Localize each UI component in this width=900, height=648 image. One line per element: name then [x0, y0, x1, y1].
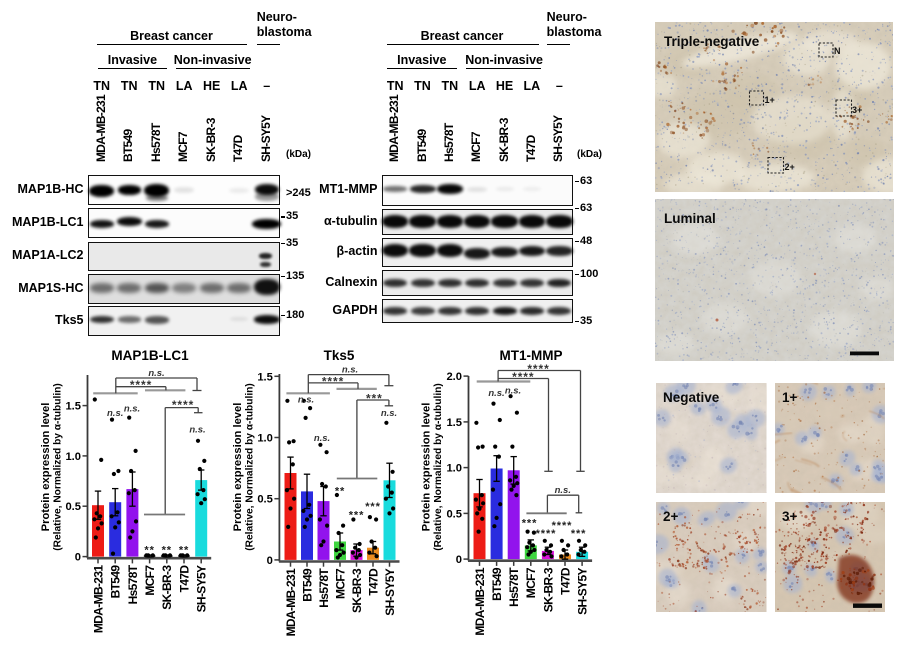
- svg-text:MT1-MMP: MT1-MMP: [500, 348, 563, 363]
- svg-text:MAP1B-LC1: MAP1B-LC1: [111, 348, 189, 363]
- svg-text:Tks5: Tks5: [324, 348, 355, 363]
- svg-text:MCF7: MCF7: [333, 568, 347, 599]
- svg-text:SK-BR-3: SK-BR-3: [160, 565, 174, 610]
- svg-text:0: 0: [456, 554, 462, 566]
- svg-text:n.s.: n.s.: [298, 395, 314, 406]
- svg-text:0.5: 0.5: [257, 494, 273, 506]
- svg-text:T47D: T47D: [558, 567, 572, 595]
- svg-text:n.s.: n.s.: [314, 433, 330, 444]
- svg-text:1.0: 1.0: [65, 451, 81, 463]
- svg-text:MDA-MB-231: MDA-MB-231: [91, 565, 105, 633]
- svg-text:0: 0: [267, 555, 273, 567]
- svg-text:0.5: 0.5: [446, 508, 462, 520]
- svg-text:Hs578T: Hs578T: [126, 564, 140, 604]
- svg-text:(Relative, Normalized by α-tub: (Relative, Normalized by α-tubulin): [433, 383, 444, 551]
- svg-text:n.s.: n.s.: [342, 365, 358, 376]
- svg-text:***: ***: [571, 528, 587, 540]
- svg-text:BT549: BT549: [490, 567, 504, 601]
- svg-text:Protein expression level: Protein expression level: [40, 403, 52, 532]
- svg-text:Protein expression level: Protein expression level: [421, 403, 433, 532]
- svg-text:SH-SY5Y: SH-SY5Y: [576, 567, 590, 614]
- svg-text:MCF7: MCF7: [143, 565, 157, 596]
- svg-text:n.s.: n.s.: [124, 404, 140, 415]
- svg-text:****: ****: [512, 370, 534, 384]
- svg-text:n.s.: n.s.: [505, 386, 521, 397]
- svg-text:0: 0: [75, 552, 81, 564]
- svg-text:1.0: 1.0: [446, 463, 462, 475]
- svg-text:**: **: [144, 545, 154, 557]
- svg-text:****: ****: [552, 520, 573, 532]
- svg-text:***: ***: [365, 501, 381, 513]
- svg-text:3+: 3+: [852, 105, 862, 115]
- svg-text:**: **: [179, 545, 189, 557]
- svg-text:n.s.: n.s.: [555, 485, 571, 496]
- svg-text:Protein expression level: Protein expression level: [232, 403, 244, 532]
- svg-text:1+: 1+: [782, 390, 798, 405]
- svg-text:****: ****: [172, 398, 194, 412]
- svg-text:SH-SY5Y: SH-SY5Y: [383, 568, 397, 615]
- svg-text:1.0: 1.0: [257, 433, 273, 445]
- svg-text:MDA-MB-231: MDA-MB-231: [473, 567, 487, 635]
- svg-text:n.s.: n.s.: [488, 388, 504, 399]
- svg-text:****: ****: [536, 528, 557, 540]
- svg-text:MDA-MB-231: MDA-MB-231: [284, 568, 298, 636]
- svg-text:****: ****: [527, 362, 549, 376]
- svg-text:2+: 2+: [663, 509, 679, 524]
- svg-text:**: **: [335, 486, 345, 498]
- svg-text:SK-BR-3: SK-BR-3: [541, 567, 555, 612]
- svg-text:Hs578T: Hs578T: [317, 568, 331, 608]
- svg-text:Luminal: Luminal: [664, 211, 716, 226]
- svg-text:T47D: T47D: [366, 568, 380, 596]
- svg-text:1+: 1+: [765, 95, 775, 105]
- svg-text:n.s.: n.s.: [381, 408, 397, 419]
- svg-text:****: ****: [130, 378, 152, 392]
- svg-text:3+: 3+: [782, 509, 798, 524]
- svg-text:SH-SY5Y: SH-SY5Y: [195, 565, 209, 612]
- svg-text:BT549: BT549: [109, 565, 123, 599]
- svg-text:MCF7: MCF7: [524, 567, 538, 598]
- svg-text:1.5: 1.5: [65, 401, 81, 413]
- svg-text:SK-BR-3: SK-BR-3: [350, 568, 364, 613]
- svg-text:Hs578T: Hs578T: [507, 567, 521, 607]
- svg-text:(Relative, Normalized by α-tub: (Relative, Normalized by α-tubulin): [245, 383, 256, 551]
- svg-text:***: ***: [366, 392, 383, 406]
- svg-text:N: N: [834, 46, 841, 56]
- svg-text:2+: 2+: [785, 162, 795, 172]
- svg-text:0.5: 0.5: [65, 501, 81, 513]
- svg-text:n.s.: n.s.: [107, 408, 123, 419]
- svg-text:Negative: Negative: [663, 390, 720, 405]
- svg-text:***: ***: [522, 518, 538, 530]
- svg-text:1.5: 1.5: [446, 417, 462, 429]
- svg-text:1.5: 1.5: [257, 371, 273, 383]
- svg-text:***: ***: [349, 510, 365, 522]
- svg-text:(Relative, Normalized by α-tub: (Relative, Normalized by α-tubulin): [53, 383, 64, 551]
- svg-text:n.s.: n.s.: [148, 368, 164, 379]
- svg-text:**: **: [162, 545, 172, 557]
- svg-text:Triple-negative: Triple-negative: [664, 34, 760, 49]
- svg-text:n.s.: n.s.: [189, 425, 205, 436]
- svg-text:****: ****: [322, 375, 344, 389]
- svg-text:2.0: 2.0: [446, 371, 462, 383]
- svg-text:BT549: BT549: [300, 568, 314, 602]
- svg-text:T47D: T47D: [177, 565, 191, 593]
